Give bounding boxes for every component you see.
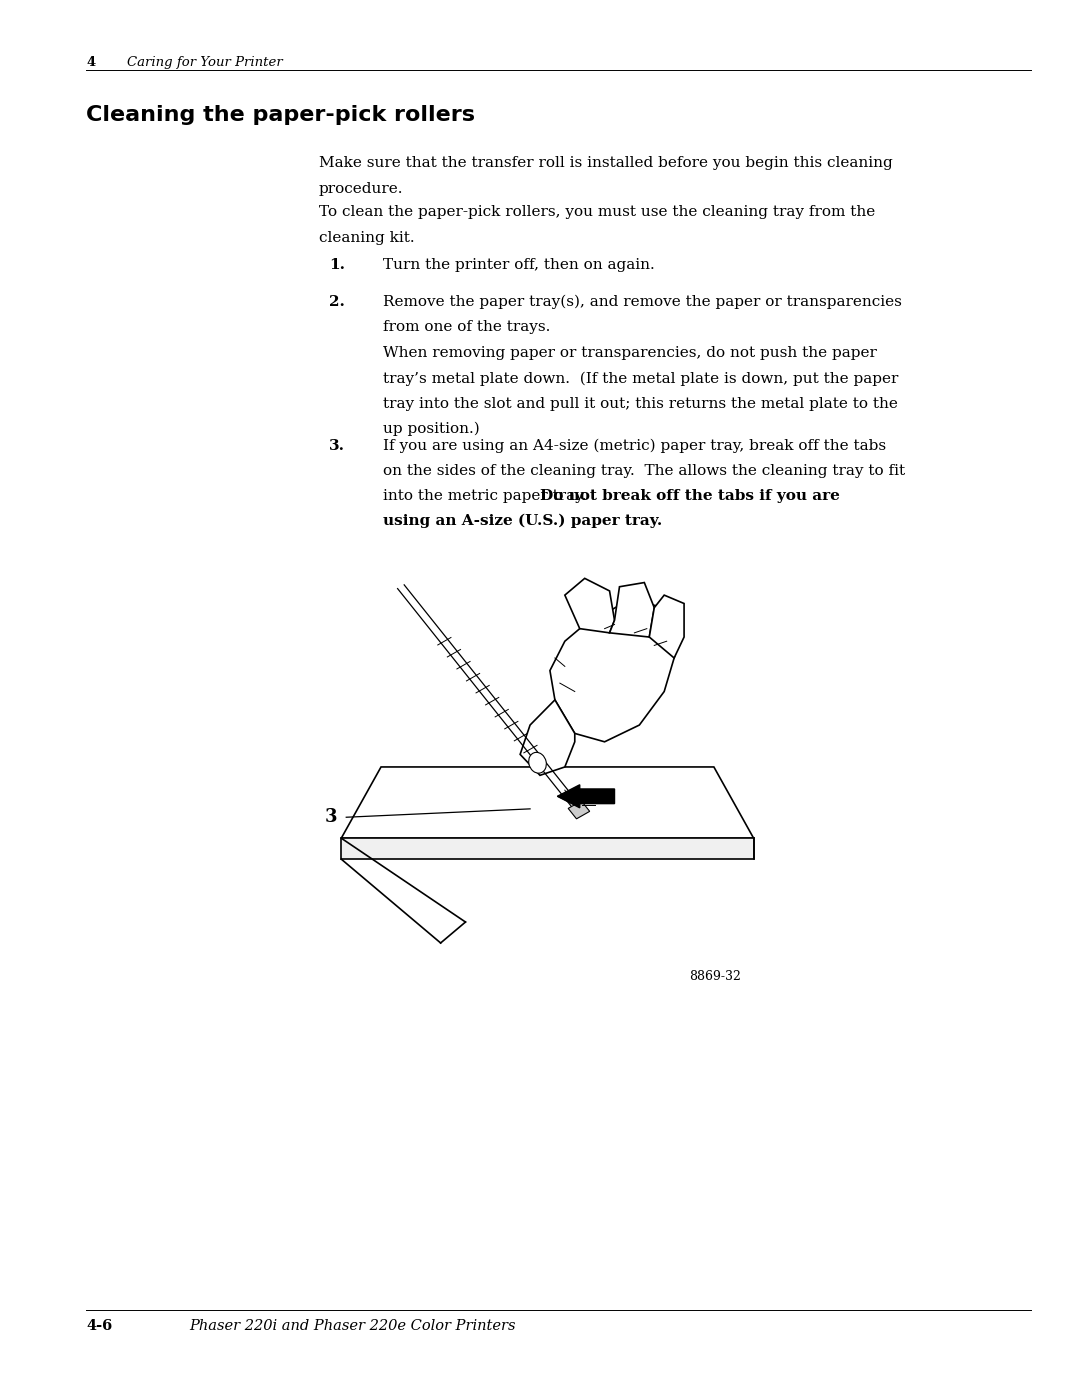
Polygon shape <box>341 838 754 859</box>
Text: 2.: 2. <box>329 295 346 309</box>
Polygon shape <box>568 800 590 819</box>
Text: into the metric paper tray.: into the metric paper tray. <box>383 489 596 503</box>
Polygon shape <box>565 578 615 633</box>
Text: Remove the paper tray(s), and remove the paper or transparencies: Remove the paper tray(s), and remove the… <box>383 295 902 309</box>
Polygon shape <box>341 767 754 838</box>
Text: If you are using an A4-size (metric) paper tray, break off the tabs: If you are using an A4-size (metric) pap… <box>383 439 887 453</box>
Text: up position.): up position.) <box>383 422 481 436</box>
Text: Caring for Your Printer: Caring for Your Printer <box>127 56 283 68</box>
Text: on the sides of the cleaning tray.  The allows the cleaning tray to fit: on the sides of the cleaning tray. The a… <box>383 464 905 478</box>
Text: 3: 3 <box>325 809 338 826</box>
Ellipse shape <box>529 753 546 773</box>
Polygon shape <box>649 595 684 658</box>
Text: using an A-size (U.S.) paper tray.: using an A-size (U.S.) paper tray. <box>383 514 663 528</box>
Text: tray’s metal plate down.  (If the metal plate is down, put the paper: tray’s metal plate down. (If the metal p… <box>383 372 899 386</box>
FancyArrow shape <box>557 785 615 807</box>
Text: Cleaning the paper-pick rollers: Cleaning the paper-pick rollers <box>86 105 475 124</box>
Text: 3.: 3. <box>329 439 346 453</box>
Text: 4: 4 <box>86 56 96 68</box>
Text: Do not break off the tabs if you are: Do not break off the tabs if you are <box>540 489 840 503</box>
Text: Turn the printer off, then on again.: Turn the printer off, then on again. <box>383 258 656 272</box>
Polygon shape <box>609 583 654 637</box>
Text: Phaser 220i and Phaser 220e Color Printers: Phaser 220i and Phaser 220e Color Printe… <box>189 1319 515 1333</box>
Text: from one of the trays.: from one of the trays. <box>383 320 551 334</box>
Text: When removing paper or transparencies, do not push the paper: When removing paper or transparencies, d… <box>383 346 877 360</box>
Text: cleaning kit.: cleaning kit. <box>319 231 415 244</box>
Text: 8869-32: 8869-32 <box>689 970 741 982</box>
Polygon shape <box>521 700 575 775</box>
Text: Make sure that the transfer roll is installed before you begin this cleaning: Make sure that the transfer roll is inst… <box>319 156 892 170</box>
Text: 4-6: 4-6 <box>86 1319 112 1333</box>
Text: procedure.: procedure. <box>319 182 403 196</box>
Text: 1.: 1. <box>329 258 346 272</box>
Text: To clean the paper-pick rollers, you must use the cleaning tray from the: To clean the paper-pick rollers, you mus… <box>319 205 875 219</box>
Text: tray into the slot and pull it out; this returns the metal plate to the: tray into the slot and pull it out; this… <box>383 397 899 411</box>
Polygon shape <box>550 599 679 742</box>
